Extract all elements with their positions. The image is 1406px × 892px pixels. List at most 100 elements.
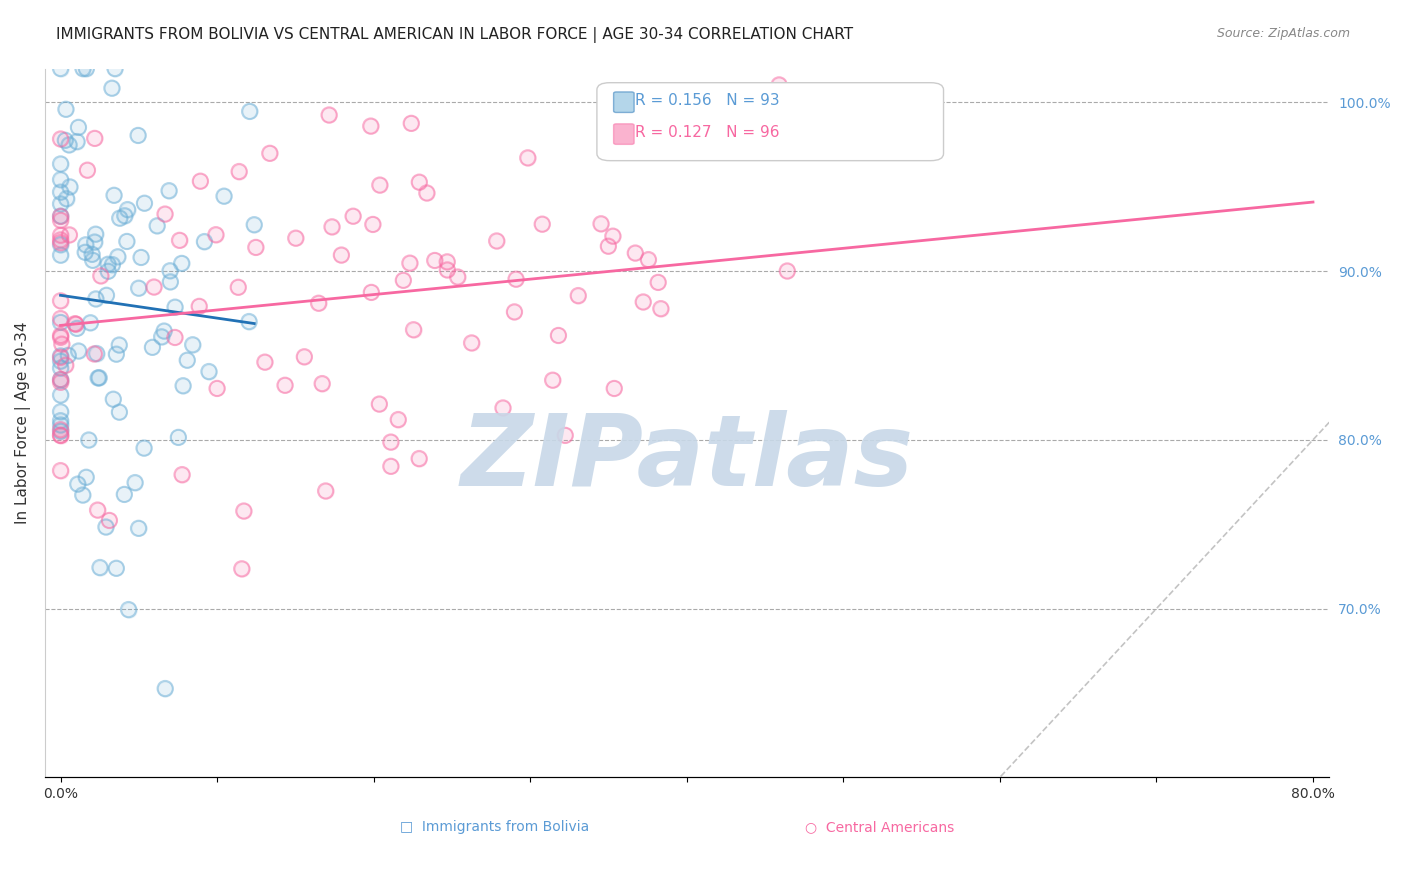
Point bbox=[624, 246, 647, 260]
Point bbox=[416, 186, 439, 200]
Point bbox=[80, 247, 103, 261]
Point bbox=[49, 248, 72, 262]
Point bbox=[75, 237, 97, 252]
Point bbox=[63, 317, 86, 331]
Point bbox=[89, 560, 111, 574]
Point bbox=[176, 353, 198, 368]
Point bbox=[66, 477, 89, 491]
Point bbox=[75, 470, 97, 484]
Point bbox=[94, 520, 117, 534]
Point bbox=[181, 337, 204, 351]
Point bbox=[65, 317, 87, 331]
Point bbox=[436, 255, 458, 269]
Point bbox=[416, 186, 439, 200]
Point bbox=[98, 513, 121, 527]
Point bbox=[77, 433, 100, 447]
Point bbox=[153, 324, 176, 338]
Point bbox=[380, 435, 402, 450]
Point bbox=[49, 197, 72, 211]
Point bbox=[492, 401, 515, 415]
Point bbox=[402, 323, 425, 337]
Point bbox=[259, 146, 281, 161]
Point bbox=[49, 185, 72, 199]
Point bbox=[49, 423, 72, 437]
Point bbox=[436, 263, 458, 277]
Point bbox=[49, 330, 72, 344]
Point bbox=[58, 227, 80, 242]
Point bbox=[97, 264, 120, 278]
Point bbox=[55, 103, 77, 117]
Point bbox=[124, 475, 146, 490]
Point bbox=[105, 561, 128, 575]
Point bbox=[181, 337, 204, 351]
Point bbox=[96, 288, 118, 302]
Point bbox=[423, 253, 446, 268]
Point bbox=[49, 361, 72, 376]
Point bbox=[49, 132, 72, 146]
Point bbox=[446, 270, 468, 285]
Point bbox=[776, 264, 799, 278]
Point bbox=[485, 234, 508, 248]
Point bbox=[239, 104, 262, 119]
Point bbox=[49, 351, 72, 365]
Point bbox=[387, 412, 409, 426]
Point bbox=[117, 202, 139, 217]
Point bbox=[103, 392, 125, 407]
Point bbox=[541, 373, 564, 387]
Point bbox=[408, 451, 430, 466]
Point bbox=[103, 392, 125, 407]
Point bbox=[86, 346, 108, 360]
Point bbox=[360, 119, 382, 133]
Point bbox=[49, 311, 72, 326]
Point bbox=[108, 338, 131, 352]
Point bbox=[49, 388, 72, 402]
Point bbox=[624, 246, 647, 260]
Point bbox=[205, 227, 228, 242]
Point bbox=[83, 131, 105, 145]
Point bbox=[58, 348, 80, 362]
FancyBboxPatch shape bbox=[613, 92, 634, 112]
Point bbox=[401, 116, 423, 130]
Point bbox=[292, 350, 315, 364]
Point bbox=[79, 316, 101, 330]
Point bbox=[368, 178, 391, 192]
Point bbox=[142, 280, 165, 294]
Point bbox=[83, 131, 105, 145]
Point bbox=[75, 62, 97, 76]
Point bbox=[82, 253, 104, 268]
Point bbox=[380, 435, 402, 450]
Point bbox=[98, 513, 121, 527]
Point bbox=[49, 157, 72, 171]
Point bbox=[598, 239, 620, 253]
Point bbox=[650, 301, 672, 316]
Point bbox=[124, 475, 146, 490]
Point bbox=[259, 146, 281, 161]
Point bbox=[231, 562, 253, 576]
Point bbox=[360, 285, 382, 300]
Point bbox=[205, 227, 228, 242]
Point bbox=[637, 252, 659, 267]
Point bbox=[172, 378, 194, 392]
Point bbox=[49, 248, 72, 262]
Point bbox=[79, 316, 101, 330]
Point bbox=[128, 521, 150, 535]
Point bbox=[87, 371, 110, 385]
Point bbox=[90, 268, 112, 283]
Point bbox=[308, 296, 330, 310]
Point bbox=[49, 428, 72, 442]
Point bbox=[97, 257, 120, 271]
Point bbox=[163, 330, 186, 344]
Point bbox=[107, 250, 129, 264]
Point bbox=[768, 78, 790, 92]
Point bbox=[159, 275, 181, 289]
Point bbox=[652, 141, 675, 155]
Point bbox=[631, 294, 654, 309]
Point bbox=[84, 227, 107, 242]
Point bbox=[84, 292, 107, 306]
Point bbox=[637, 252, 659, 267]
Point bbox=[89, 370, 111, 384]
Point bbox=[141, 340, 163, 354]
Point bbox=[176, 353, 198, 368]
Point bbox=[245, 240, 267, 254]
Point bbox=[49, 372, 72, 386]
